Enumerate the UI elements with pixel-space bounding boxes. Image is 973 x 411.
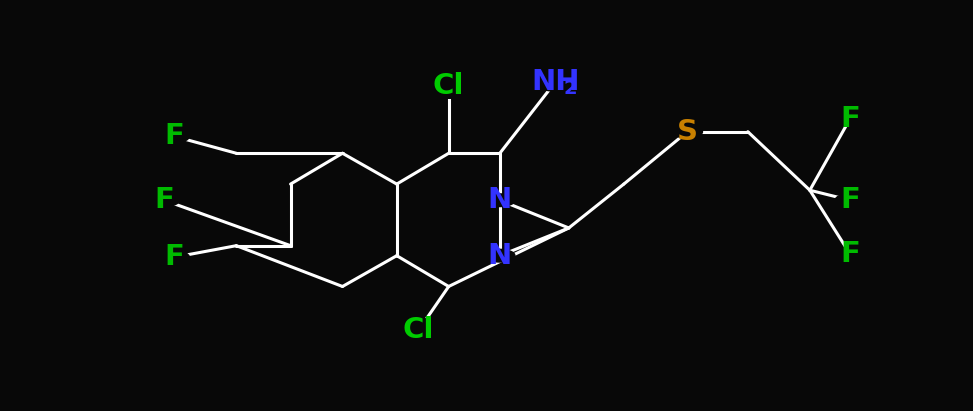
Circle shape [835,112,865,125]
Text: NH: NH [531,68,580,96]
Circle shape [485,194,515,207]
Circle shape [160,251,190,263]
Text: Cl: Cl [433,72,464,100]
Text: F: F [155,186,174,214]
Text: F: F [164,243,184,271]
Circle shape [485,249,515,262]
Text: F: F [841,240,860,268]
Circle shape [533,72,578,91]
Text: F: F [164,122,184,150]
Text: F: F [841,186,860,214]
Text: N: N [487,186,512,214]
Circle shape [672,125,703,138]
Text: N: N [487,242,512,270]
Circle shape [420,74,478,98]
Text: S: S [677,118,698,146]
Circle shape [835,248,865,261]
Text: F: F [841,105,860,133]
Text: 2: 2 [564,79,578,98]
Circle shape [160,130,190,143]
Circle shape [149,194,179,207]
Text: Cl: Cl [403,316,434,344]
Circle shape [390,319,448,342]
Circle shape [835,194,865,207]
